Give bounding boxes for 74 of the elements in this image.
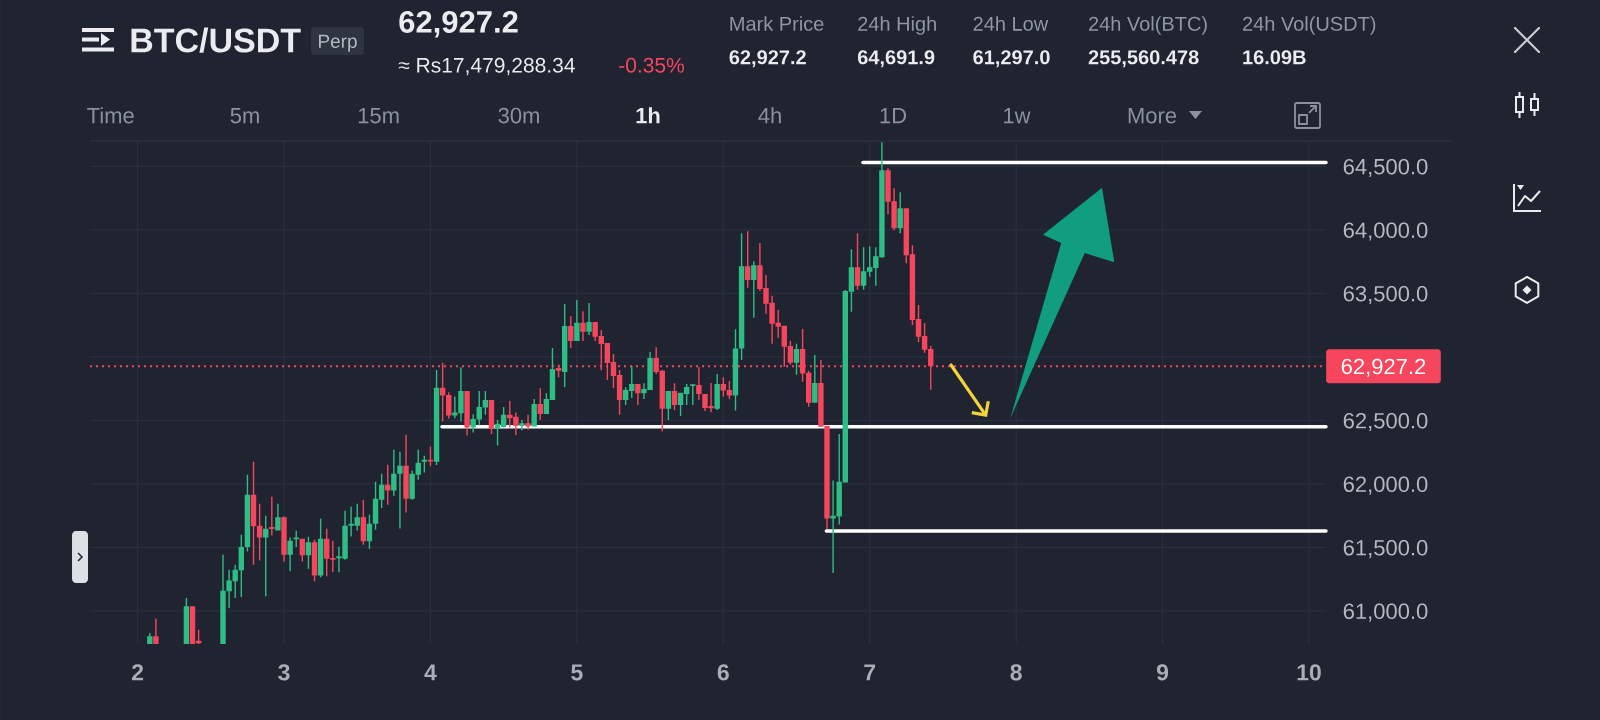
candlestick xyxy=(714,373,720,410)
text: Perp xyxy=(319,34,357,52)
candlestick xyxy=(226,569,232,608)
y-tick-label: 62,500.0 xyxy=(1343,412,1428,432)
text: 62,927.2 xyxy=(729,50,806,68)
candlestick xyxy=(183,598,190,644)
text: More xyxy=(1128,108,1177,124)
x-tick-label: 9 xyxy=(1156,664,1169,681)
text: 255,560.478 xyxy=(1088,50,1199,68)
x-tick-label: 7 xyxy=(864,664,876,681)
text: 5m xyxy=(230,108,259,124)
candlestick xyxy=(488,399,495,434)
text: 61,297.0 xyxy=(973,50,1050,68)
text: 24h Low xyxy=(973,16,1049,31)
text: 24h Vol(BTC) xyxy=(1089,16,1207,35)
candlestick xyxy=(580,311,586,342)
candlestick xyxy=(574,300,580,342)
y-tick-label: 61,000.0 xyxy=(1343,603,1428,622)
candlestick xyxy=(433,370,440,465)
text: 1h xyxy=(636,107,660,124)
candlestick xyxy=(525,414,531,430)
candlestick xyxy=(311,539,318,582)
text: 24h High xyxy=(858,16,936,35)
text: 64,691.9 xyxy=(857,50,935,68)
text: 1w xyxy=(1004,108,1031,124)
x-tick-label: 5 xyxy=(571,664,583,681)
text: 1D xyxy=(880,108,907,124)
candlestick xyxy=(269,496,275,536)
x-tick-label: 10 xyxy=(1297,664,1321,681)
text: Time xyxy=(87,107,134,124)
candlestick xyxy=(738,233,745,360)
candlestick xyxy=(531,398,537,427)
candlestick xyxy=(397,451,403,529)
candlestick xyxy=(220,554,226,644)
ref-line-label: 62,927.2 xyxy=(1341,358,1426,377)
candlestick xyxy=(287,537,293,572)
candlestick xyxy=(153,618,159,644)
chart-title: BTC/USDT xyxy=(131,27,301,53)
y-tick-label: 64,000.0 xyxy=(1343,222,1428,241)
y-tick-label: 63,500.0 xyxy=(1343,285,1428,305)
candlestick xyxy=(635,383,641,405)
text: Mark Price xyxy=(730,16,824,31)
text: ≈ Rs17,479,288.34 xyxy=(398,57,575,76)
candlestick xyxy=(812,355,818,403)
candlestick xyxy=(696,366,702,400)
candlestick xyxy=(665,390,672,420)
y-tick-label: 62,000.0 xyxy=(1343,476,1428,495)
candlestick xyxy=(458,367,464,422)
x-tick-label: 3 xyxy=(278,664,290,681)
text: 30m xyxy=(498,107,539,124)
text: 4h xyxy=(758,107,781,124)
candlestick xyxy=(830,480,836,574)
candlestick xyxy=(391,449,397,496)
candlestick xyxy=(403,434,409,513)
candlestick xyxy=(519,419,525,431)
candlestick xyxy=(244,474,251,552)
candlestick xyxy=(452,396,458,419)
candlestick xyxy=(281,516,287,562)
candlestick xyxy=(464,390,470,436)
candlestick xyxy=(147,632,153,644)
x-tick-label: 4 xyxy=(424,664,437,681)
text: -0.35% xyxy=(619,57,684,73)
y-tick-label: 61,500.0 xyxy=(1343,539,1428,559)
text: 15m xyxy=(358,108,399,124)
x-tick-label: 8 xyxy=(1010,664,1022,681)
candlestick xyxy=(275,503,281,531)
x-tick-label: 6 xyxy=(717,664,729,681)
candlestick xyxy=(732,329,739,411)
text: 62,927.2 xyxy=(399,10,518,38)
y-tick-label: 64,500.0 xyxy=(1343,158,1428,178)
candlestick xyxy=(586,303,592,335)
text: 24h Vol(USDT) xyxy=(1243,16,1376,35)
x-tick-label: 2 xyxy=(132,664,144,681)
text: 16.09B xyxy=(1243,50,1306,65)
